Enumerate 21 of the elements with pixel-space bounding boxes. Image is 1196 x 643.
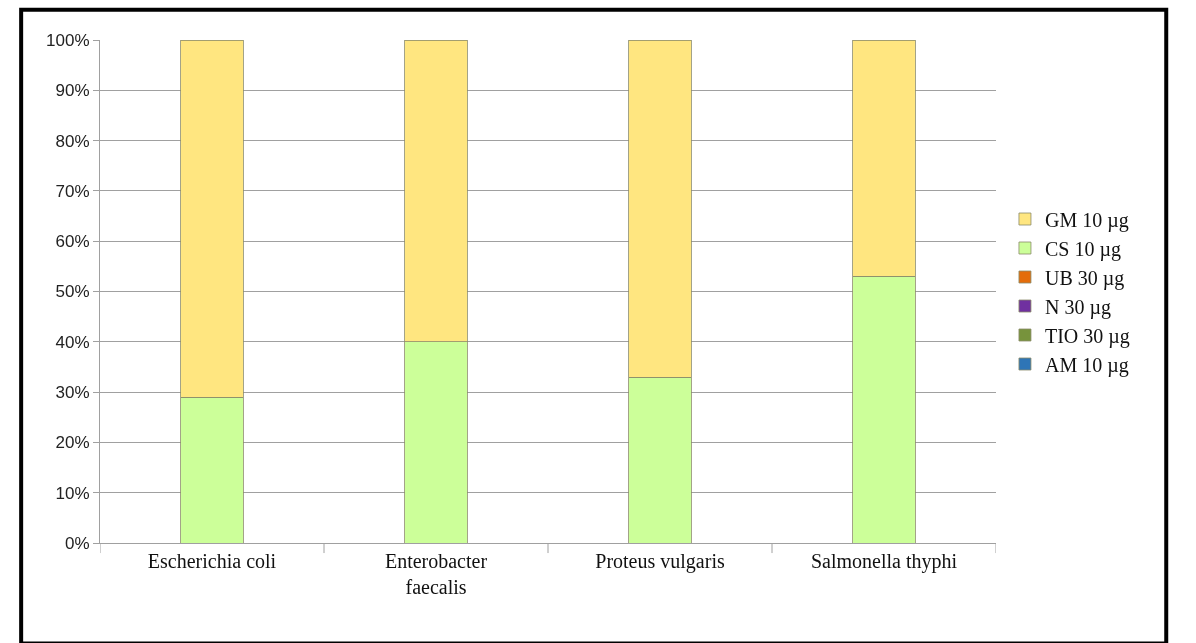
y-tick-label: 40% <box>55 332 90 352</box>
y-tick-label: 0% <box>65 533 90 553</box>
y-tick-label: 60% <box>55 232 90 252</box>
y-tick-label: 80% <box>55 131 90 151</box>
x-tick-label: Enterobacter faecalis <box>384 550 488 598</box>
legend-label: UB 30 µg <box>1044 266 1125 290</box>
y-tick-label: 50% <box>55 282 90 302</box>
y-tick-label: 90% <box>55 81 90 101</box>
y-tick-label: 70% <box>55 181 90 201</box>
legend-label: GM 10 µg <box>1044 208 1129 232</box>
x-tick-label: Escherichia coli <box>147 550 277 572</box>
legend-label: CS 10 µg <box>1044 237 1121 261</box>
legend-label: TIO 30 µg <box>1044 324 1130 348</box>
y-tick-label: 30% <box>55 383 90 403</box>
legend-label: N 30 µg <box>1044 295 1111 319</box>
x-tick-label: Salmonella thyphi <box>810 550 958 573</box>
x-tick-label: Proteus vulgaris <box>595 550 725 573</box>
y-tick-label: 20% <box>55 433 90 453</box>
legend-label: AM 10 µg <box>1044 353 1129 377</box>
y-tick-label: 10% <box>55 483 90 503</box>
y-tick-label: 100% <box>46 30 90 50</box>
